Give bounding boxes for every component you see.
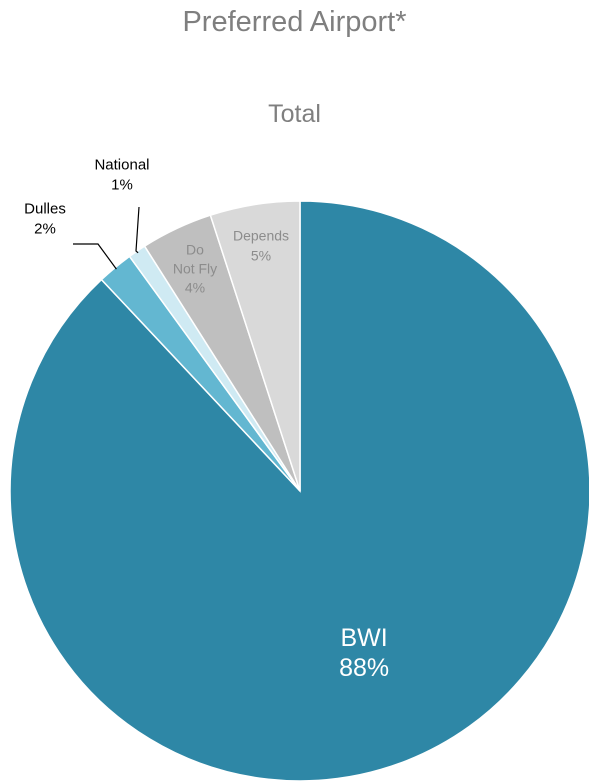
slice-label-do-not-fly: Not Fly [173, 260, 217, 276]
pie-slice-depends [209, 200, 301, 492]
chart-title: Preferred Airport* [182, 6, 407, 38]
slice-value-label-depends: 5% [251, 247, 271, 263]
chart-subtitle: Total [268, 100, 321, 128]
slice-label-dulles: Dulles [24, 201, 66, 218]
slice-label-depends: Depends [233, 227, 289, 243]
slice-label-national: National [94, 157, 149, 174]
slice-value-label-do-not-fly: 4% [185, 279, 205, 295]
slice-label-do-not-fly: Do [186, 241, 204, 257]
slice-value-label-national: 1% [111, 177, 133, 194]
slice-value-label-dulles: 2% [34, 221, 56, 238]
leader-line-national [135, 206, 140, 254]
slice-value-label-bwi: 88% [339, 654, 389, 682]
slice-label-bwi: BWI [340, 624, 387, 652]
leader-line-dulles [73, 243, 117, 270]
